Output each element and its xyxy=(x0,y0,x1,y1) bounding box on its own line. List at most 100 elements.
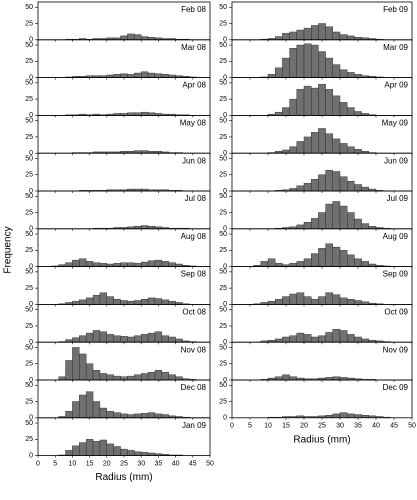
bar xyxy=(147,371,156,381)
y-tick-label: 25 xyxy=(219,361,227,368)
y-tick-label: 50 xyxy=(219,80,227,87)
y-tick-label: 0 xyxy=(223,112,227,119)
bar xyxy=(99,263,107,267)
bar xyxy=(72,347,80,381)
bar xyxy=(354,414,362,418)
bar xyxy=(140,298,149,305)
x-tick-label: 25 xyxy=(318,423,326,430)
bar xyxy=(354,218,362,229)
x-tick-label: 45 xyxy=(390,423,398,430)
bar xyxy=(154,298,163,305)
bar xyxy=(72,300,80,305)
bar xyxy=(347,254,355,267)
bar xyxy=(354,300,362,305)
bar xyxy=(161,74,169,78)
bar xyxy=(311,44,319,78)
bar xyxy=(289,146,298,154)
bar xyxy=(147,332,156,343)
bar xyxy=(332,246,341,267)
bar xyxy=(260,261,269,267)
bar xyxy=(79,299,87,305)
bar xyxy=(339,143,348,154)
panel-label: Sep 09 xyxy=(383,270,409,279)
bar xyxy=(282,57,290,78)
y-tick-label: 25 xyxy=(25,361,33,368)
bar xyxy=(303,85,312,116)
bar xyxy=(339,412,348,418)
bar xyxy=(318,83,326,116)
y-tick-label: 50 xyxy=(219,306,227,313)
bar xyxy=(296,332,305,343)
bar xyxy=(325,169,334,192)
bar xyxy=(296,224,305,230)
bar xyxy=(289,31,298,40)
x-tick-label: 40 xyxy=(372,423,380,430)
y-tick-label: 50 xyxy=(25,80,33,87)
y-tick-label: 25 xyxy=(25,398,33,405)
bar xyxy=(303,182,312,192)
bar xyxy=(275,263,283,267)
x-tick-label: 30 xyxy=(336,423,344,430)
bar xyxy=(161,261,169,267)
panel-label: Dec 08 xyxy=(181,383,207,392)
bar xyxy=(134,335,142,343)
panel-frame xyxy=(37,417,211,456)
bar xyxy=(332,413,341,418)
bar xyxy=(347,413,355,418)
bar xyxy=(361,223,370,230)
bar xyxy=(311,253,319,267)
bar xyxy=(325,133,334,154)
x-tick-label: 5 xyxy=(53,460,57,467)
y-tick-label: 0 xyxy=(29,37,33,44)
bar xyxy=(332,64,341,78)
bar xyxy=(134,72,142,78)
bar xyxy=(311,298,319,305)
bar xyxy=(127,336,135,343)
bar xyxy=(113,375,121,381)
bar xyxy=(106,443,114,456)
y-tick-label: 50 xyxy=(219,42,227,49)
bar xyxy=(311,25,319,40)
bar xyxy=(325,26,334,41)
y-tick-label: 0 xyxy=(29,415,33,422)
x-tick-label: 35 xyxy=(354,423,362,430)
bar xyxy=(65,450,73,456)
y-tick-label: 50 xyxy=(219,344,227,351)
bar xyxy=(140,334,149,343)
bar xyxy=(106,374,114,381)
bar xyxy=(120,35,128,41)
panel-label: Jan 09 xyxy=(182,421,207,430)
bar xyxy=(361,338,370,343)
bar xyxy=(120,413,128,418)
y-tick-label: 50 xyxy=(25,4,33,11)
y-tick-label: 25 xyxy=(219,285,227,292)
bar xyxy=(113,74,121,78)
bar xyxy=(354,258,362,267)
bar xyxy=(85,297,94,305)
x-tick-label: 0 xyxy=(36,460,40,467)
y-tick-label: 25 xyxy=(25,58,33,65)
bar xyxy=(106,296,114,305)
bar xyxy=(127,450,135,456)
bar xyxy=(296,29,305,41)
bar xyxy=(275,338,283,343)
bar xyxy=(154,331,163,343)
y-tick-label: 50 xyxy=(25,42,33,49)
bar xyxy=(332,328,341,343)
bar xyxy=(85,332,94,343)
bar xyxy=(175,376,183,381)
bar xyxy=(282,374,290,381)
bar xyxy=(361,186,370,192)
y-tick-label: 50 xyxy=(219,117,227,124)
panel-label: Sep 08 xyxy=(181,270,207,279)
bar xyxy=(332,201,341,230)
bar xyxy=(140,111,149,116)
bar xyxy=(296,185,305,192)
y-tick-label: 0 xyxy=(29,263,33,270)
y-tick-label: 0 xyxy=(29,452,33,459)
bar xyxy=(106,334,114,343)
bar xyxy=(65,360,73,381)
bar xyxy=(354,149,362,154)
bar xyxy=(134,451,142,456)
panel-label: Jul 08 xyxy=(185,194,207,203)
